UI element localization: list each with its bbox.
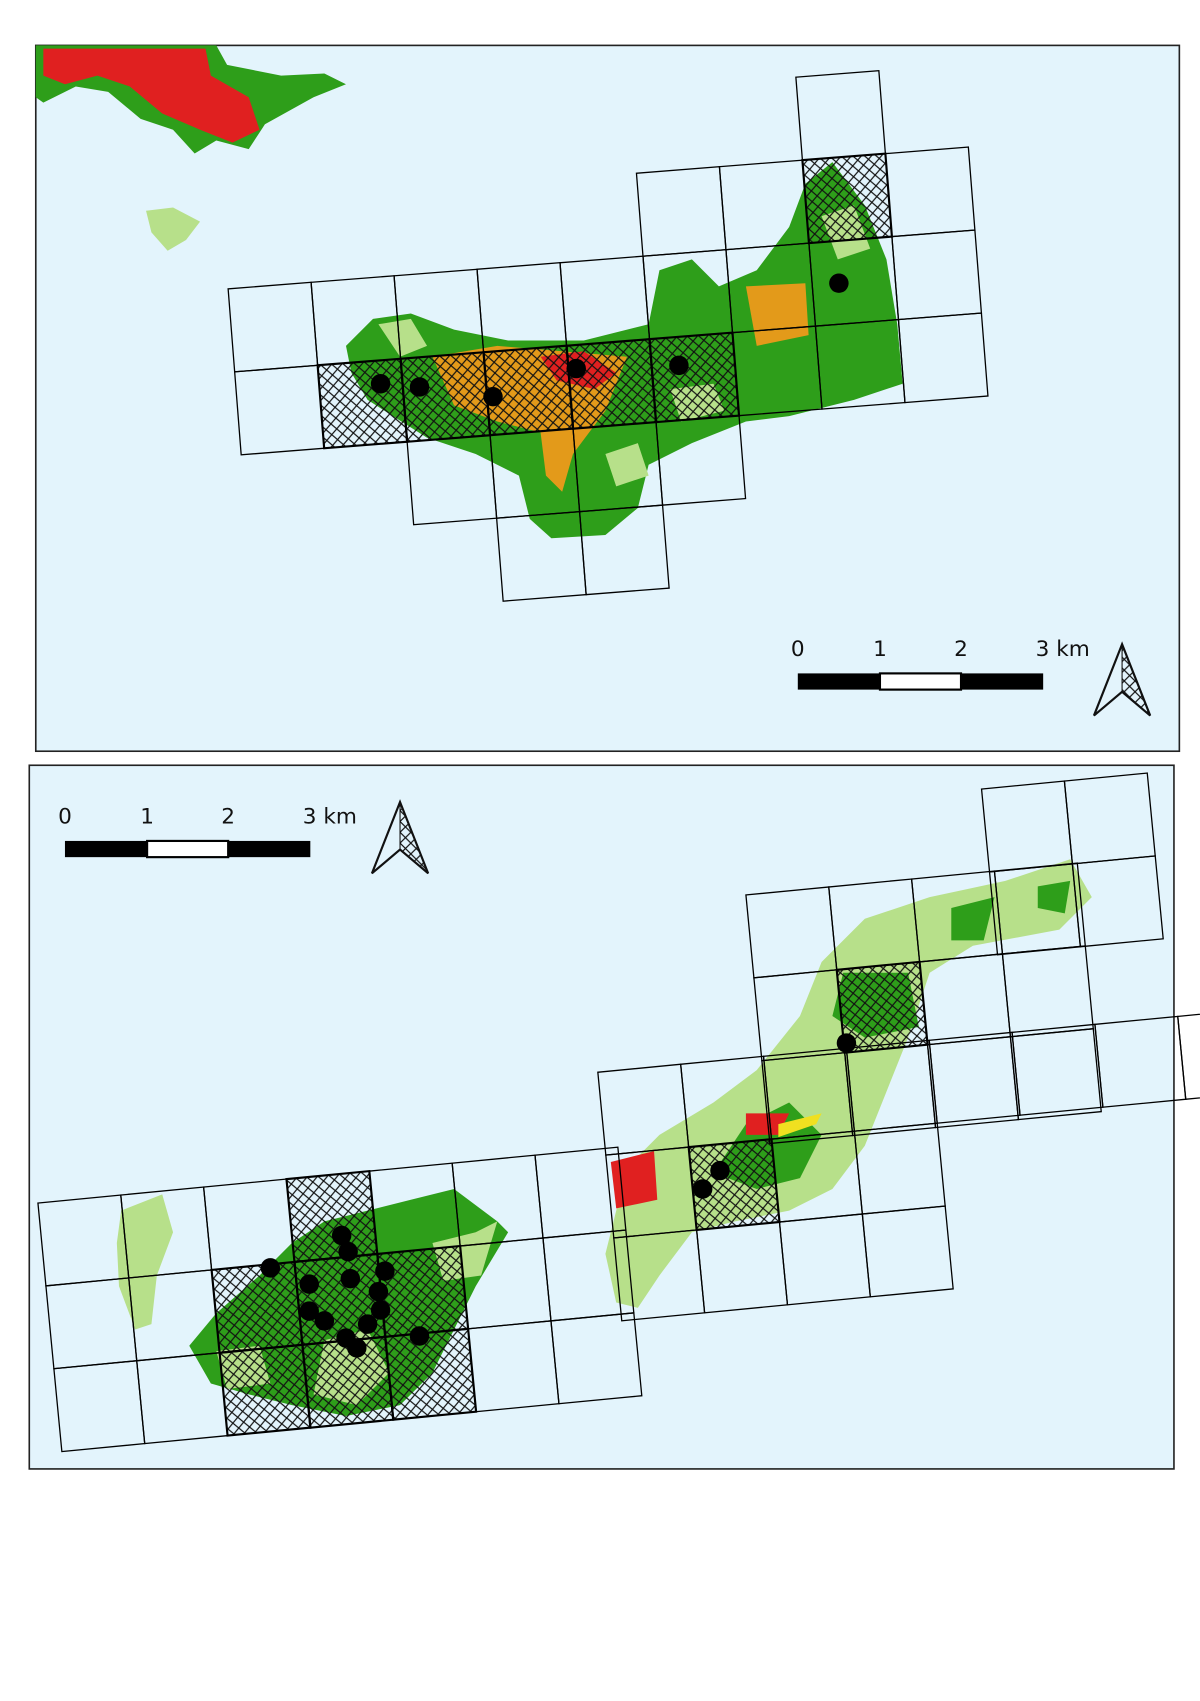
point [314, 1311, 335, 1331]
point [331, 1225, 352, 1246]
agriculture [778, 1113, 822, 1138]
scale-label: 3 km [1036, 637, 1090, 662]
point [340, 1268, 361, 1289]
scale-label: 2 [954, 637, 968, 662]
hatched-cell [648, 331, 741, 424]
scale-bar: 0 1 2 3 km [791, 637, 1090, 691]
point [836, 1033, 857, 1053]
hatched-cell [376, 1244, 470, 1338]
hatched-cell [399, 351, 492, 443]
point [299, 1274, 319, 1294]
point [566, 358, 586, 379]
grid-cell [655, 414, 747, 506]
scale-segment [878, 672, 963, 691]
grid-cell [1071, 855, 1164, 948]
north-arrow [1092, 641, 1152, 717]
scale-label: 2 [221, 805, 235, 830]
scale-label: 0 [58, 805, 72, 830]
scale-bar: 0 1 2 3 km [58, 805, 357, 859]
point [483, 386, 503, 407]
point [357, 1314, 378, 1334]
point [338, 1241, 358, 1262]
scale-segment [797, 673, 880, 690]
grid-cell [1177, 1007, 1200, 1100]
hatched-cell [801, 152, 894, 245]
point [368, 1281, 389, 1302]
point [370, 1300, 391, 1320]
scale-label: 3 km [303, 805, 357, 830]
point [370, 373, 391, 394]
scale-label: 0 [791, 637, 805, 662]
point [829, 273, 849, 293]
point [347, 1338, 367, 1358]
grid-cell [1009, 1028, 1102, 1121]
point [409, 1326, 430, 1346]
grid-cell [897, 312, 989, 404]
grid-cell [861, 1205, 954, 1298]
point [669, 355, 689, 376]
map-top: 0 1 2 3 km [34, 44, 1181, 753]
scale-segment [228, 840, 311, 858]
grid-cells [980, 772, 1164, 956]
hatched-cell [565, 338, 658, 430]
grid-cell [578, 504, 670, 596]
scale-segment [961, 673, 1044, 690]
urban [610, 1113, 790, 1209]
point [692, 1179, 713, 1199]
scale-segment [146, 839, 230, 859]
hatched-cell [285, 1169, 379, 1264]
hatched-cell [384, 1327, 478, 1421]
scale-label: 1 [140, 805, 154, 830]
point [375, 1261, 395, 1281]
islet [146, 207, 201, 251]
points [370, 273, 849, 407]
points [260, 1033, 857, 1358]
hatched-cell [210, 1260, 304, 1354]
urban [43, 48, 260, 143]
point [710, 1160, 730, 1181]
scale-segment [64, 840, 148, 858]
scale-label: 1 [873, 637, 887, 662]
point [299, 1301, 319, 1321]
map-bottom: 0 1 2 3 km [28, 764, 1200, 1470]
point [260, 1258, 281, 1278]
north-arrow [370, 799, 430, 875]
point [409, 377, 430, 397]
grid-cells [745, 862, 1102, 1145]
hatched-cell [218, 1343, 312, 1437]
agriculture [745, 283, 809, 346]
hatched-cell [316, 357, 409, 450]
grid-cell [550, 1312, 643, 1405]
